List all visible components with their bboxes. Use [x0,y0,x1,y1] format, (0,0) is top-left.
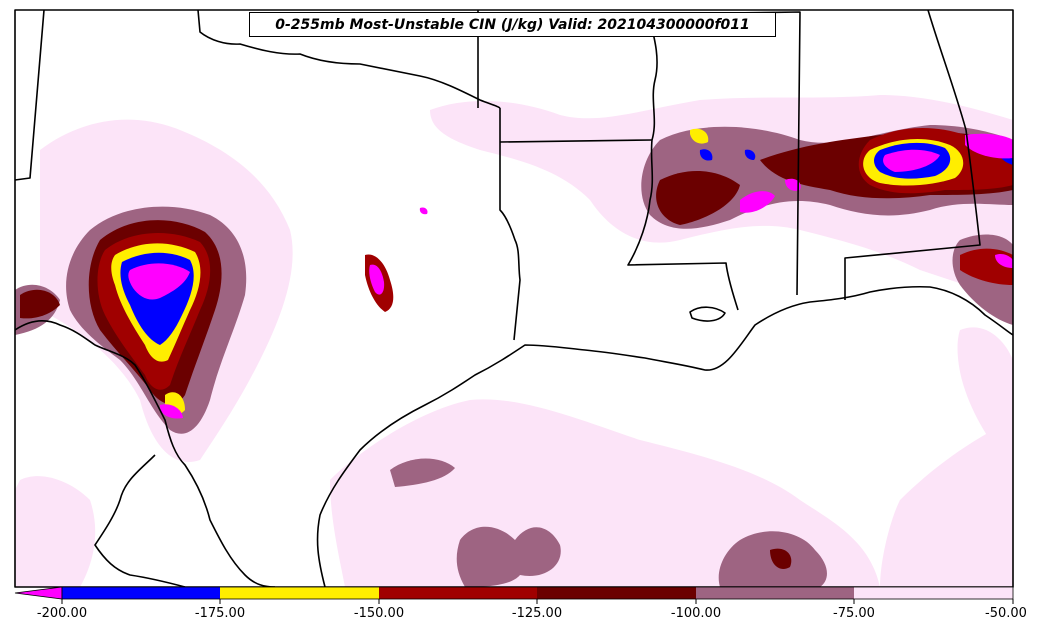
colorbar-bin [696,587,854,599]
colorbar-tick-label: -175.00 [194,606,246,621]
colorbar-bin [854,587,1013,599]
map-title: 0-255mb Most-Unstable CIN (J/kg) Valid: … [249,12,776,37]
colorbar-extend-min [14,586,63,600]
colorbar-tick-label: -150.00 [353,606,405,621]
colorbar-tick-label: -200.00 [36,606,88,621]
colorbar-bin [62,587,220,599]
colorbar-tick-label: -75.00 [833,606,875,621]
colorbar-bin [379,587,537,599]
colorbar-bin [220,587,379,599]
colorbar-tick-label: -50.00 [985,606,1027,621]
colorbar-tick-label: -100.00 [670,606,722,621]
colorbar-bin [537,587,696,599]
cin-field-magenta [128,133,1013,419]
colorbar-tick-label: -125.00 [511,606,563,621]
colorbar [14,586,1014,604]
